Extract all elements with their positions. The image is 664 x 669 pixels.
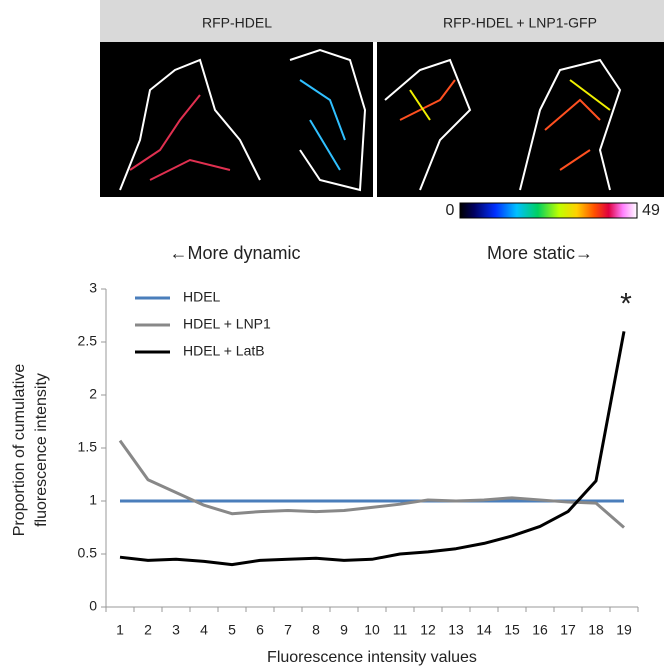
arrow-label: More static→ [487,243,593,263]
x-tick-label: 18 [588,622,604,638]
x-tick-label: 16 [532,622,548,638]
series-line [119,331,626,567]
colorbar [459,202,638,219]
colorbar-label: 49 [642,202,660,219]
x-tick-label: 11 [393,622,408,638]
micrograph-texture [119,48,622,192]
x-tick-label: 4 [200,622,208,638]
legend-label: HDEL [183,289,221,305]
micrograph [377,42,664,197]
x-tick-label: 17 [560,622,576,638]
y-tick-label: 3 [89,280,97,296]
x-tick-label: 8 [312,622,320,638]
y-tick-label: 1.5 [78,439,98,455]
x-tick-label: 1 [116,622,124,638]
legend-label: HDEL + LNP1 [183,316,271,332]
panel-label: RFP-HDEL [202,15,272,31]
y-tick-label: 2 [89,386,97,402]
colorbar-label: 0 [446,202,455,219]
x-tick-label: 13 [448,622,464,638]
y-tick-label: 0 [89,598,97,614]
x-tick-label: 15 [504,622,520,638]
x-tick-label: 9 [340,622,348,638]
x-tick-label: 7 [284,622,292,638]
y-axis-label: fluorescence intensity [33,373,50,527]
x-tick-label: 12 [420,622,436,638]
y-axis-label: Proportion of cumulative [11,364,28,537]
y-tick-label: 1 [89,492,97,508]
x-tick-label: 5 [228,622,236,638]
annotation: * [620,287,632,320]
x-tick-label: 2 [144,622,152,638]
x-tick-label: 6 [256,622,264,638]
y-tick-label: 2.5 [78,333,98,349]
y-tick-label: 0.5 [78,545,98,561]
x-tick-label: 3 [172,622,180,638]
panel-header [100,0,664,42]
arrow-label: ←More dynamic [169,243,300,263]
legend-label: HDEL + LatB [183,343,265,359]
series-line [118,439,625,529]
x-tick-label: 10 [364,622,380,638]
micrograph [100,42,373,197]
x-tick-label: 14 [476,622,492,638]
x-tick-label: 19 [616,622,632,638]
x-axis-label: Fluorescence intensity values [267,649,477,666]
panel-label: RFP-HDEL + LNP1-GFP [443,15,597,31]
